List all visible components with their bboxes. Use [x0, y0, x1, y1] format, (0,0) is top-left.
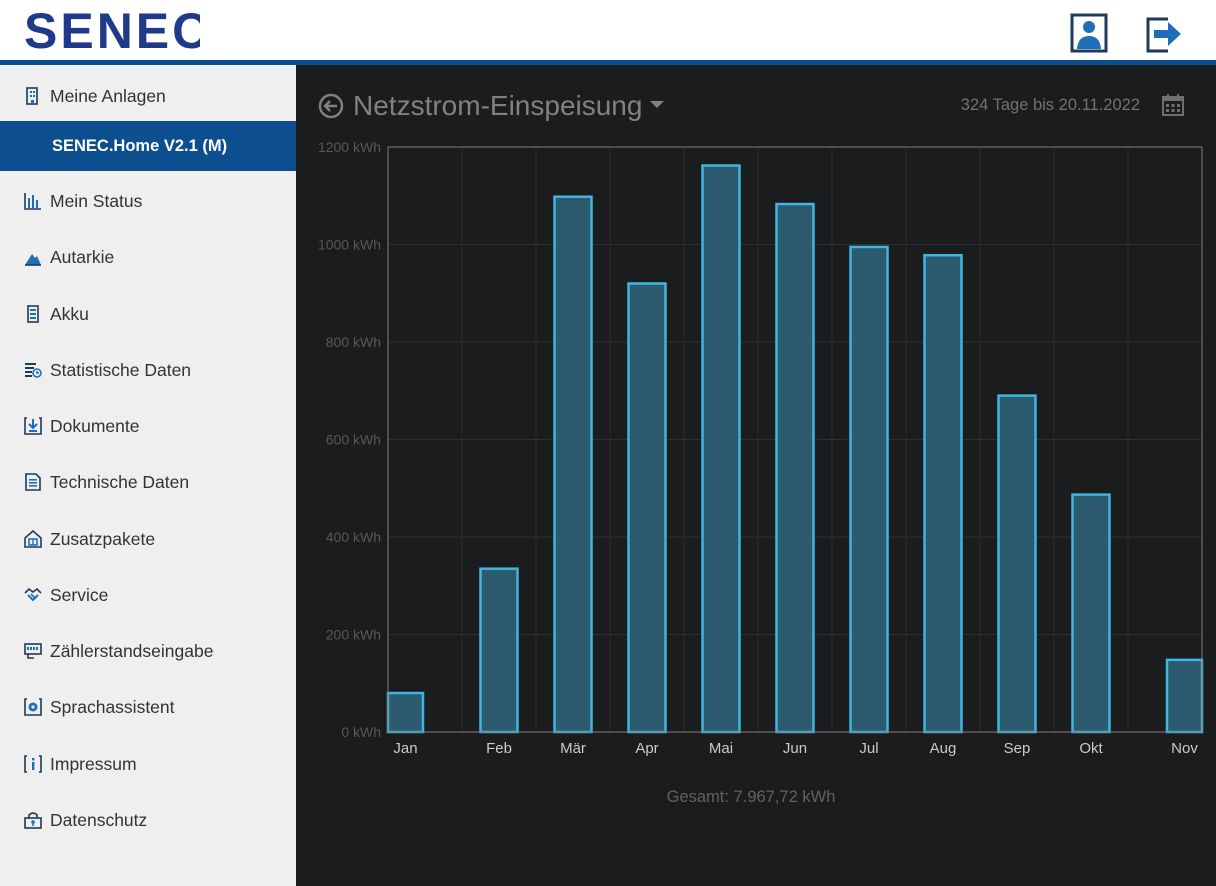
y-tick-label: 600 kWh: [326, 432, 381, 448]
sidebar-item-label: Impressum: [50, 753, 137, 774]
back-arrow-icon[interactable]: [318, 93, 344, 119]
x-tick-label: Mai: [709, 740, 733, 757]
main-panel: Netzstrom-Einspeisung 324 Tage bis 20.11…: [296, 65, 1216, 886]
sidebar-item-label: Zählerstandseingabe: [50, 640, 214, 661]
download-icon: [24, 417, 42, 435]
stats-list-icon: [25, 363, 42, 378]
document-icon: [25, 473, 41, 491]
sidebar-item-label: Meine Anlagen: [50, 85, 166, 106]
calendar-icon[interactable]: [1162, 94, 1184, 116]
x-tick-label: Apr: [635, 740, 658, 757]
x-tick-label: Nov: [1171, 740, 1198, 757]
x-tick-label: Aug: [930, 740, 957, 757]
logout-icon: [1146, 17, 1181, 53]
x-tick-label: Jun: [783, 740, 807, 757]
bar-jan: [386, 691, 425, 734]
sidebar-item-meine-anlagen[interactable]: Meine Anlagen: [0, 71, 296, 121]
x-tick-label: Jul: [859, 740, 878, 757]
voice-assistant-icon: [24, 698, 42, 716]
bar-aug: [923, 253, 963, 734]
sidebar-item-label: Technische Daten: [50, 471, 190, 492]
y-tick-label: 1200 kWh: [318, 139, 381, 155]
sidebar-item-impressum[interactable]: Impressum: [0, 739, 296, 789]
y-tick-label: 800 kWh: [326, 334, 381, 350]
sidebar-item-datenschutz[interactable]: Datenschutz: [0, 795, 296, 845]
sidebar-item-akku[interactable]: Akku: [0, 289, 296, 339]
total-label: Gesamt: 7.967,72 kWh: [666, 788, 836, 806]
mountain-icon: [25, 254, 41, 266]
sidebar-item-label: Mein Status: [50, 190, 143, 211]
x-tick-label: Mär: [560, 740, 586, 757]
sidebar-item-sprachassistent[interactable]: Sprachassistent: [0, 682, 296, 732]
bar-okt: [1071, 493, 1111, 734]
sidebar-item-label: Statistische Daten: [50, 359, 192, 380]
handshake-icon: [24, 587, 42, 602]
y-tick-label: 1000 kWh: [318, 237, 381, 253]
senec-logo: SENEC: [24, 8, 200, 52]
bar-feb: [479, 567, 519, 734]
x-tick-label: Feb: [486, 740, 512, 757]
bar-apr: [627, 282, 667, 734]
sidebar-item-label: Service: [50, 584, 109, 605]
sidebar-item-label: Zusatzpakete: [50, 528, 156, 549]
profile-icon: [1070, 13, 1108, 53]
sidebar-item-zusatzpakete[interactable]: Zusatzpakete: [0, 514, 296, 564]
chart-title-dropdown[interactable]: Netzstrom-Einspeisung: [318, 89, 665, 123]
header: SENEC: [0, 0, 1216, 60]
sidebar-item-label: Sprachassistent: [50, 696, 175, 717]
x-tick-label: Okt: [1079, 740, 1103, 757]
x-tick-label: Sep: [1004, 740, 1031, 757]
bar-jun: [775, 202, 815, 734]
house-package-icon: [24, 530, 42, 548]
info-icon: [24, 755, 42, 773]
bar-jul: [849, 245, 889, 734]
header-accent-bar: [0, 60, 1216, 65]
y-tick-label: 400 kWh: [326, 529, 381, 545]
sidebar-item-label: Autarkie: [50, 246, 115, 267]
y-tick-label: 200 kWh: [326, 627, 381, 643]
bar-mai: [701, 164, 741, 734]
meter-icon: [24, 643, 42, 659]
sidebar-item-senec-home[interactable]: SENEC.Home V2.1 (M): [0, 121, 296, 171]
sidebar-item-service[interactable]: Service: [0, 570, 296, 620]
sidebar-item-label: Akku: [50, 303, 89, 324]
chevron-down-icon: [650, 100, 665, 108]
chart-title: Netzstrom-Einspeisung: [353, 90, 643, 121]
sidebar-item-mein-status[interactable]: Mein Status: [0, 176, 296, 226]
sidebar: Meine Anlagen SENEC.Home V2.1 (M) Mein S…: [0, 65, 296, 886]
bar-mär: [553, 195, 593, 734]
sidebar-item-label: Dokumente: [50, 415, 140, 436]
y-tick-label: 0 kWh: [341, 724, 381, 740]
bar-nov: [1165, 658, 1204, 734]
battery-icon: [27, 305, 39, 323]
sidebar-item-zaehlerstandseingabe[interactable]: Zählerstandseingabe: [0, 626, 296, 676]
sidebar-item-label: SENEC.Home V2.1 (M): [52, 136, 228, 155]
logout-button[interactable]: [1144, 13, 1184, 53]
sidebar-item-label: Datenschutz: [50, 809, 148, 830]
lock-icon: [24, 812, 42, 829]
svg-text:SENEC: SENEC: [24, 8, 200, 52]
sidebar-item-technische-daten[interactable]: Technische Daten: [0, 457, 296, 507]
building-icon: [26, 87, 38, 105]
bar-sep: [997, 394, 1037, 734]
bar-chart: 0 kWh 200 kWh 400 kWh 600 kWh 800 kWh 1000 kW…: [318, 139, 1204, 757]
sidebar-item-statistische-daten[interactable]: Statistische Daten: [0, 345, 296, 395]
bar-chart-icon: [24, 193, 41, 210]
sidebar-item-dokumente[interactable]: Dokumente: [0, 401, 296, 451]
sidebar-item-autarkie[interactable]: Autarkie: [0, 232, 296, 282]
profile-button[interactable]: [1070, 13, 1110, 53]
period-label: 324 Tage bis 20.11.2022: [960, 96, 1140, 114]
x-tick-label: Jan: [393, 740, 417, 757]
